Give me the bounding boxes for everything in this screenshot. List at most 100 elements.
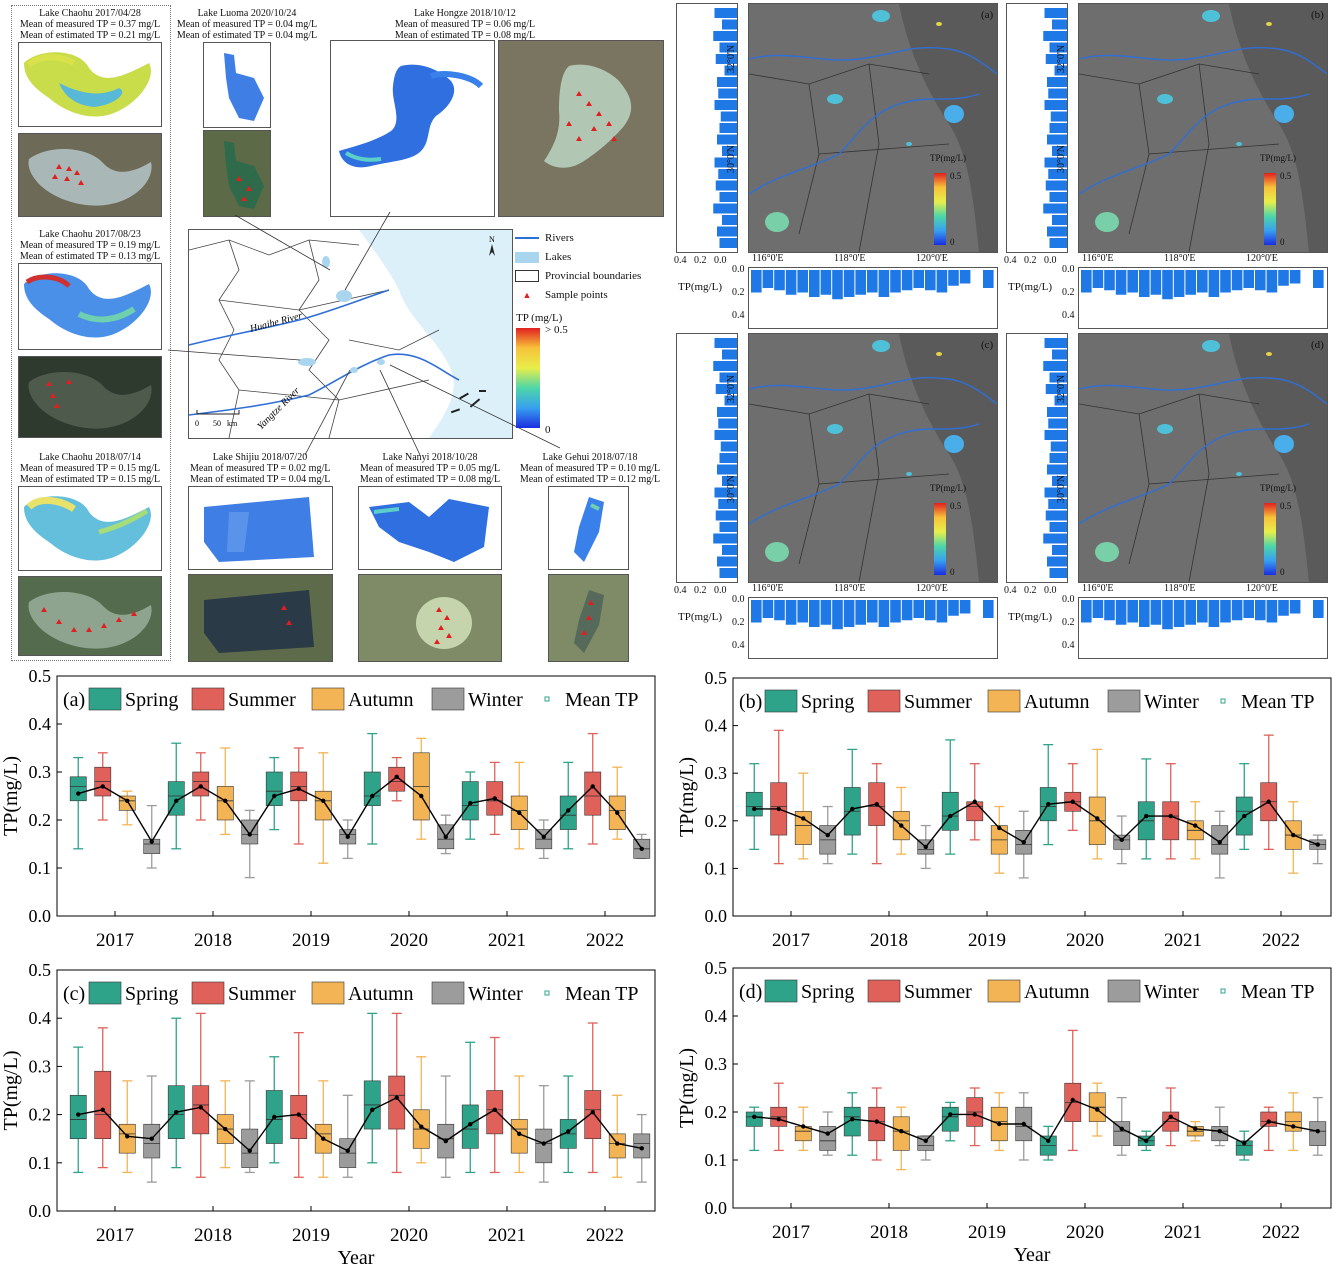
mean-point <box>1021 1121 1026 1127</box>
bottom-histogram-bar <box>774 270 785 291</box>
bottom-histogram-bar <box>1185 600 1196 625</box>
box <box>843 1106 861 1137</box>
bottom-tick-label: 0.0 <box>1062 264 1075 275</box>
tp-map <box>748 3 998 253</box>
satellite-image-drawing <box>19 357 161 437</box>
mean-point <box>345 1148 350 1153</box>
mean-point <box>149 1136 154 1141</box>
colorbar-title: TP(mg/L) <box>930 153 966 163</box>
x-axis-label: Year <box>1014 1244 1051 1266</box>
side-histogram-bar <box>715 54 737 64</box>
side-histogram-bar <box>722 215 737 225</box>
bottom-tick-label: 0.4 <box>1062 310 1075 321</box>
tp-map <box>1078 3 1328 253</box>
colorbar-title: TP(mg/L) <box>1260 153 1296 163</box>
legend-label: Mean TP <box>565 983 639 1005</box>
scale-label: 50 <box>213 419 221 428</box>
lon-label: 120°0'E <box>1246 583 1278 594</box>
side-histogram-bar <box>1048 169 1067 179</box>
side-histogram-bar <box>1047 134 1067 145</box>
side-histogram-bar <box>1044 338 1067 348</box>
side-histogram-bar <box>717 226 737 237</box>
side-histogram-bar <box>713 31 737 41</box>
mean-point <box>1046 1138 1051 1144</box>
bottom-histogram <box>1078 597 1328 659</box>
bottom-histogram-bar <box>959 600 971 614</box>
lake-swatch-icon <box>515 251 539 263</box>
mean-point <box>1070 1097 1075 1103</box>
legend-label: Mean TP <box>1241 981 1315 1003</box>
bottom-histogram-bar <box>901 270 913 291</box>
colorbar-max: 0.5 <box>1280 501 1292 511</box>
legend-label: Summer <box>228 689 296 711</box>
side-histogram-bar <box>719 372 737 383</box>
side-histogram-bar <box>1050 111 1067 122</box>
bottom-histogram-bar <box>762 600 774 618</box>
bottom-histogram-bar <box>832 600 843 630</box>
legend-swatch <box>867 689 901 713</box>
legend-swatch <box>987 979 1021 1003</box>
lake-satellite-image <box>203 130 271 217</box>
leader-lines <box>167 211 561 456</box>
bottom-histogram-bar <box>785 270 797 295</box>
mean-point <box>1217 1129 1222 1134</box>
side-histogram-bar <box>719 238 737 248</box>
side-histogram-bar <box>722 19 737 30</box>
box <box>1162 801 1180 841</box>
box <box>290 1095 308 1139</box>
mean-point <box>1168 813 1173 819</box>
tp-map <box>748 333 998 583</box>
tp-map <box>1078 333 1328 583</box>
bottom-histogram-bar <box>1162 270 1173 300</box>
mean-point <box>1119 1126 1124 1132</box>
side-histogram-bar <box>1043 203 1067 214</box>
mean-point <box>752 806 757 812</box>
mean-point <box>247 832 252 837</box>
side-histogram-bar <box>1043 361 1067 371</box>
bottom-histogram-bar <box>925 270 936 291</box>
panel-label: (d) <box>739 981 762 1003</box>
y-axis-label: TP(mg/L) <box>676 1048 698 1128</box>
satellite-image-drawing <box>359 575 501 661</box>
side-histogram-bar <box>1047 556 1067 567</box>
scale-bar-icon <box>196 410 240 415</box>
mean-point <box>321 1136 326 1141</box>
bottom-histogram-bar <box>1289 600 1301 614</box>
box <box>1309 1121 1327 1146</box>
side-tick-label: 0.0 <box>714 255 727 266</box>
lake-tp-image <box>369 499 489 562</box>
mean-point <box>1168 1114 1173 1120</box>
legend-label: Autumn <box>1024 691 1090 713</box>
mean-point <box>590 784 595 789</box>
x-tick-label: 2021 <box>1164 930 1202 951</box>
x-tick-label: 2018 <box>194 930 232 951</box>
y-tick-label: 0.0 <box>705 906 728 926</box>
y-tick-label: 0.1 <box>705 858 728 878</box>
side-histogram-bar <box>1045 510 1067 521</box>
mean-point <box>492 796 497 801</box>
side-histogram-bar <box>1049 372 1067 383</box>
bottom-tick-label: 0.2 <box>1062 617 1075 628</box>
bottom-histogram-bar <box>843 600 855 627</box>
bottom-histogram-bar <box>1185 270 1196 295</box>
x-tick-label: 2018 <box>194 1225 232 1246</box>
bottom-histogram-bar <box>1173 600 1185 627</box>
box <box>241 819 259 845</box>
bottom-histogram-bar <box>762 270 774 288</box>
legend-lakes: Lakes <box>515 251 571 263</box>
mean-point <box>801 816 806 821</box>
x-tick-label: 2021 <box>488 1225 526 1246</box>
lon-label: 118°0'E <box>834 583 866 594</box>
bottom-histogram-bar <box>855 600 866 625</box>
x-tick-label: 2020 <box>1066 1222 1104 1243</box>
overview-map: Huaihe River Yangtze River N 0 50 km <box>188 229 513 439</box>
side-histogram-bar <box>1047 226 1067 237</box>
side-histogram-bar <box>1043 31 1067 41</box>
box-chart: 0.0 0.1 0.2 0.3 0.4 0.5 TP(mg/L) 2017 2018 2019 20… <box>0 666 656 951</box>
tp-colorbar <box>934 173 946 245</box>
side-histogram-bar <box>1052 19 1067 30</box>
side-histogram-bar <box>1044 100 1067 110</box>
colorbar-max: 0.5 <box>950 501 962 511</box>
bottom-tick-label: 0.0 <box>732 594 745 605</box>
tp-legend-title: TP (mg/L) <box>516 312 563 324</box>
